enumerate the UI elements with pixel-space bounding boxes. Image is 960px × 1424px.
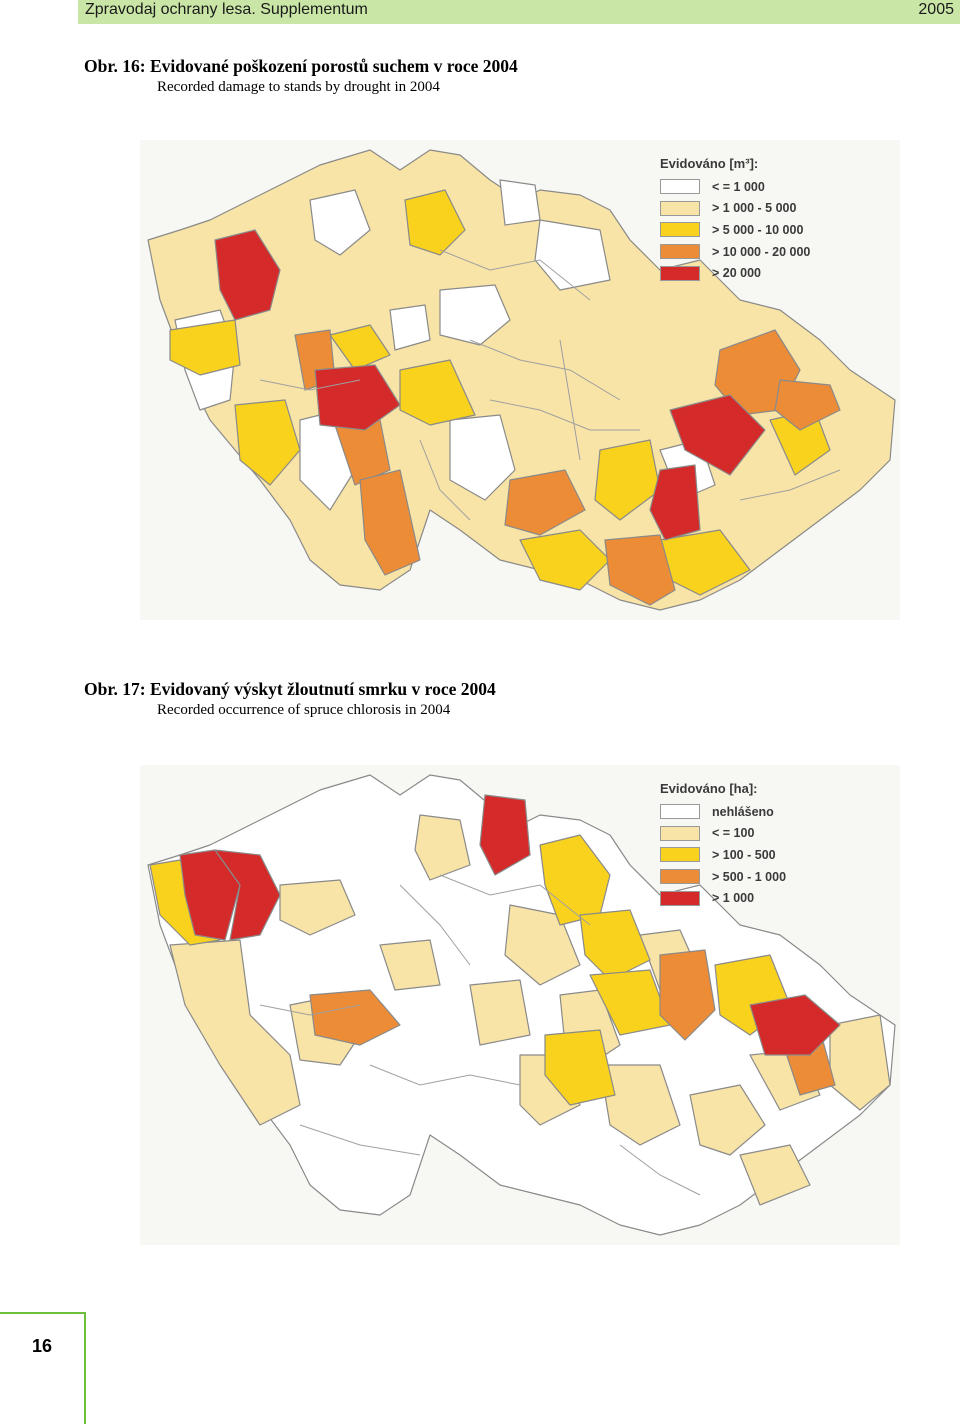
legend-label: > 1 000 - 5 000 bbox=[712, 201, 797, 216]
drought-legend-title: Evidováno [m³]: bbox=[660, 156, 759, 171]
legend-swatch bbox=[660, 804, 700, 820]
legend-row: > 500 - 1 000 bbox=[660, 866, 786, 888]
spruce-chlorosis-map-svg bbox=[147, 774, 896, 1236]
figure-17-caption: Obr. 17: Evidovaný výskyt žloutnutí smrk… bbox=[84, 678, 496, 720]
legend-swatch bbox=[660, 222, 700, 238]
legend-label: > 5 000 - 10 000 bbox=[712, 222, 804, 237]
header-bar bbox=[78, 0, 960, 24]
legend-label: nehlášeno bbox=[712, 804, 774, 819]
header-year: 2005 bbox=[918, 1, 954, 18]
figure-16-caption: Obr. 16: Evidované poškození porostů suc… bbox=[84, 55, 518, 97]
legend-row: > 20 000 bbox=[660, 262, 810, 284]
legend-row: < = 1 000 bbox=[660, 176, 810, 198]
journal-title: Zpravodaj ochrany lesa. Supplementum bbox=[85, 1, 368, 18]
legend-swatch bbox=[660, 179, 700, 195]
legend-swatch bbox=[660, 200, 700, 216]
chlorosis-legend-title: Evidováno [ha]: bbox=[660, 781, 758, 796]
figure-17-caption-cz: Obr. 17: Evidovaný výskyt žloutnutí smrk… bbox=[84, 679, 496, 699]
legend-row: > 10 000 - 20 000 bbox=[660, 241, 810, 263]
legend-row: > 5 000 - 10 000 bbox=[660, 219, 810, 241]
figure-17-caption-en: Recorded occurrence of spruce chlorosis … bbox=[157, 702, 451, 718]
legend-label: < = 100 bbox=[712, 826, 755, 841]
drought-damage-map: Evidováno [m³]: < = 1 000 > 1 000 - 5 00… bbox=[140, 140, 900, 620]
legend-swatch bbox=[660, 825, 700, 841]
legend-label: > 10 000 - 20 000 bbox=[712, 244, 811, 259]
legend-row: > 1 000 - 5 000 bbox=[660, 198, 810, 220]
drought-damage-map-svg bbox=[147, 149, 896, 611]
page-number-box bbox=[0, 1312, 86, 1424]
legend-swatch bbox=[660, 890, 700, 906]
legend-swatch bbox=[660, 847, 700, 863]
chlorosis-legend: Evidováno [ha]: nehlášeno < = 100 > 100 … bbox=[660, 781, 786, 909]
legend-label: < = 1 000 bbox=[712, 179, 765, 194]
page-number: 16 bbox=[31, 1336, 53, 1356]
legend-row: < = 100 bbox=[660, 823, 786, 845]
legend-label: > 1 000 bbox=[712, 891, 755, 906]
legend-row: nehlášeno bbox=[660, 801, 786, 823]
figure-16-caption-cz: Obr. 16: Evidované poškození porostů suc… bbox=[84, 56, 518, 76]
legend-row: > 100 - 500 bbox=[660, 844, 786, 866]
legend-label: > 500 - 1 000 bbox=[712, 869, 787, 884]
legend-label: > 20 000 bbox=[712, 266, 762, 281]
spruce-chlorosis-map: Evidováno [ha]: nehlášeno < = 100 > 100 … bbox=[140, 765, 900, 1245]
legend-swatch bbox=[660, 244, 700, 260]
legend-swatch bbox=[660, 869, 700, 885]
legend-row: > 1 000 bbox=[660, 887, 786, 909]
legend-label: > 100 - 500 bbox=[712, 847, 776, 862]
legend-swatch bbox=[660, 265, 700, 281]
figure-16-caption-en: Recorded damage to stands by drought in … bbox=[157, 79, 440, 95]
drought-legend: Evidováno [m³]: < = 1 000 > 1 000 - 5 00… bbox=[660, 156, 810, 284]
